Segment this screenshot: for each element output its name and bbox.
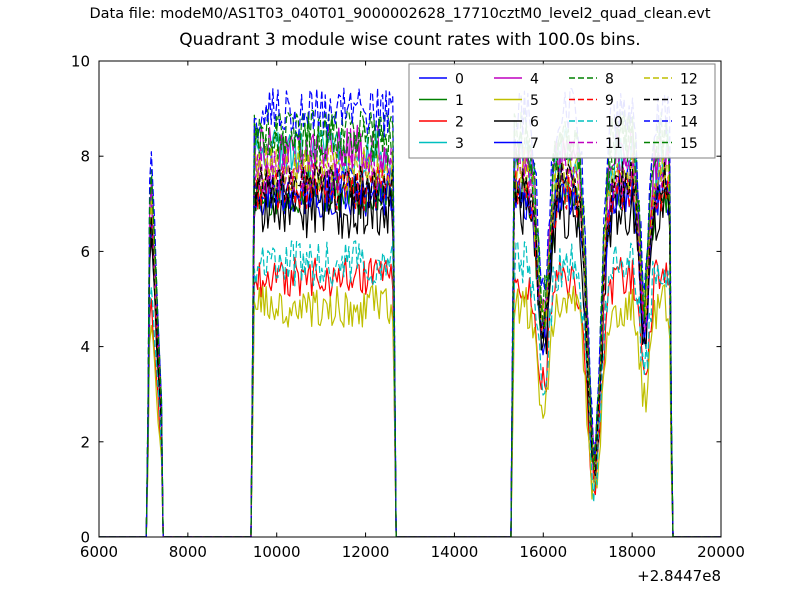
y-tick-label: 2	[80, 433, 90, 451]
legend-label-15: 15	[680, 136, 698, 152]
x-tick-label: 10000	[253, 543, 301, 561]
y-tick-label: 6	[80, 243, 90, 261]
legend[interactable]: 0 4 8 121 5 9 132 6 10 143 7 11 15	[408, 63, 716, 159]
data-line-15	[99, 113, 721, 537]
axes-frame	[98, 60, 722, 538]
x-tick-label: 8000	[169, 543, 207, 561]
y-tick-label: 0	[80, 529, 90, 547]
y-tick-label: 10	[71, 53, 90, 71]
axes-spines	[98, 60, 722, 538]
data-line-9	[99, 162, 721, 537]
axis-ticks-layer: 6000 8000 10000 12000 14000 16000 18000 20000 0 2…	[71, 53, 745, 586]
x-tick-label: 6000	[80, 543, 118, 561]
y-tick-label: 8	[80, 148, 90, 166]
legend-label-5: 5	[530, 93, 539, 109]
data-line-10	[99, 240, 721, 537]
x-tick-label: 12000	[342, 543, 390, 561]
x-axis-offset-label: +2.8447e8	[637, 567, 721, 585]
data-line-1	[99, 167, 721, 537]
data-file-suptitle: Data file: modeM0/AS1T03_040T01_90000026…	[89, 6, 711, 22]
data-line-13	[99, 161, 721, 537]
data-line-0	[99, 174, 721, 537]
x-tick-label: 18000	[608, 543, 656, 561]
data-line-7	[99, 167, 721, 537]
data-line-2	[99, 256, 721, 537]
legend-label-4: 4	[530, 72, 539, 88]
x-tick-label: 20000	[697, 543, 745, 561]
legend-label-10: 10	[605, 115, 623, 131]
legend-label-3: 3	[455, 136, 464, 152]
legend-label-9: 9	[605, 93, 614, 109]
legend-label-1: 1	[455, 93, 464, 109]
legend-label-13: 13	[680, 93, 698, 109]
legend-label-8: 8	[605, 72, 614, 88]
legend-label-14: 14	[680, 115, 698, 131]
x-tick-label: 16000	[519, 543, 567, 561]
page-title: Quadrant 3 module wise count rates with …	[179, 30, 641, 50]
legend-label-7: 7	[530, 136, 539, 152]
y-tick-label: 4	[80, 338, 90, 356]
x-tick-label: 14000	[431, 543, 479, 561]
legend-label-6: 6	[530, 115, 539, 131]
data-line-12	[99, 144, 721, 537]
data-line-11	[99, 146, 721, 537]
data-line-5	[99, 284, 721, 537]
legend-label-0: 0	[455, 72, 464, 88]
legend-label-2: 2	[455, 115, 464, 131]
legend-label-11: 11	[605, 136, 623, 152]
legend-label-12: 12	[680, 72, 698, 88]
data-line-6	[99, 181, 721, 537]
